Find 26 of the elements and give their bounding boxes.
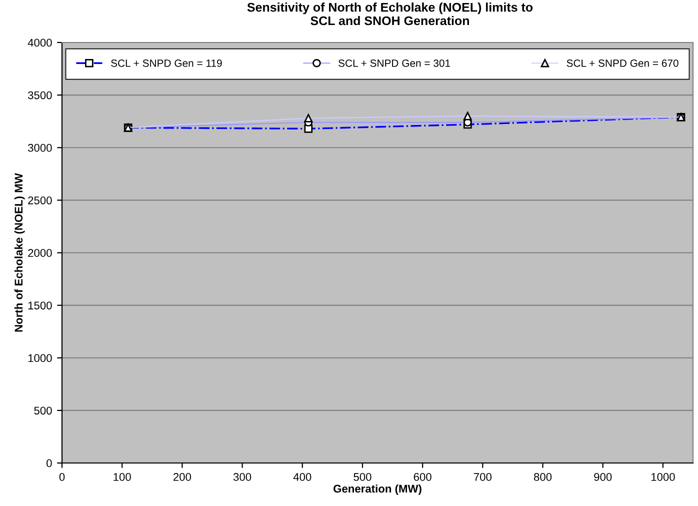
legend-label: SCL + SNPD Gen = 301 [338,60,450,67]
x-tick-label: 0 [59,473,65,481]
x-tick-label: 200 [173,473,192,481]
x-axis-title: Generation (MW) [334,484,422,495]
x-tick-label: 500 [354,473,372,481]
legend-label: SCL + SNPD Gen = 119 [111,60,222,67]
chart-title: Sensitivity of North of Echolake (NOEL) limits to SCL and SNOH Generation [247,2,533,26]
y-tick-label: 3500 [28,91,52,100]
x-tick-label: 900 [594,473,612,481]
x-tick-label: 100 [114,473,131,481]
x-tick-label: 300 [233,473,252,481]
y-tick-label: 2500 [28,196,52,204]
x-tick-label: 1000 [651,473,675,481]
x-tick-label: 700 [474,473,492,481]
y-tick-label: 2000 [28,249,52,257]
y-tick-label: 1500 [28,302,52,310]
legend-label: SCL + SNPD Gen = 670 [566,60,678,67]
y-tick-label: 3000 [28,144,52,152]
x-tick-label: 400 [293,473,312,481]
y-tick-label: 1000 [28,354,52,362]
y-tick-label: 4000 [28,38,52,47]
x-tick-label: 600 [414,473,432,481]
y-tick-label: 500 [34,406,52,415]
y-axis-title: North of Echolake (NOEL) MW [14,173,25,332]
y-tick-label: 0 [46,459,52,468]
x-tick-label: 800 [534,473,552,481]
